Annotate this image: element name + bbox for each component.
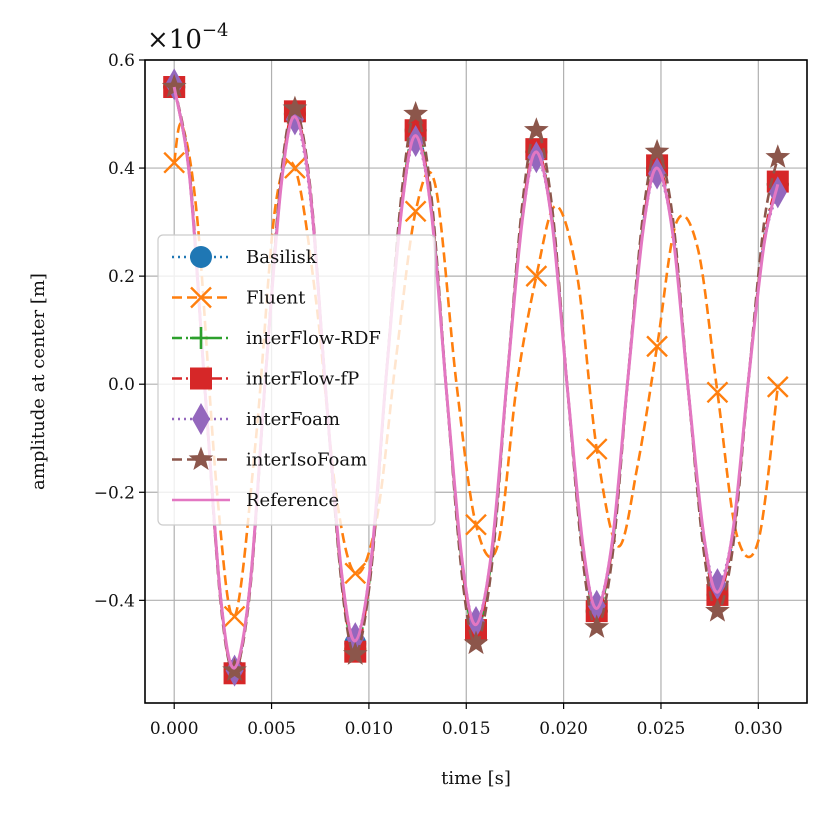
y-axis-ticks: −0.4 −0.2 0.0 0.2 0.4 0.6	[94, 51, 145, 611]
x-tick-label: 0.020	[539, 719, 588, 739]
y-axis-multiplier: ×10−4	[147, 20, 228, 55]
x-tick-label: 0.015	[442, 719, 491, 739]
legend-item: interFoam	[172, 403, 340, 435]
legend-label: interFlow-RDF	[246, 328, 381, 349]
legend-item: Fluent	[172, 286, 306, 309]
data-point	[706, 381, 729, 404]
y-tick-label: 0.4	[108, 159, 135, 179]
data-point	[161, 74, 187, 98]
legend-item: Reference	[172, 490, 339, 511]
y-multiplier-base: ×10	[147, 25, 202, 55]
legend-item: interFlow-RDF	[172, 327, 381, 349]
data-point	[282, 95, 308, 120]
legend-label: Fluent	[246, 288, 306, 309]
legend-item: interIsoFoam	[172, 446, 367, 471]
legend-label: Basilisk	[246, 247, 318, 268]
data-point	[765, 144, 791, 168]
data-point	[766, 376, 789, 398]
legend-marker	[188, 446, 214, 471]
data-point	[585, 438, 608, 460]
data-point	[524, 117, 549, 141]
data-point	[403, 101, 428, 125]
x-tick-label: 0.030	[734, 719, 783, 739]
legend-item: interFlow-fP	[172, 367, 359, 390]
plot-frame	[144, 59, 808, 704]
legend-label: interFoam	[246, 409, 340, 430]
legend: Basilisk Fluent interFlow-RDF interFlow-fP i…	[157, 234, 436, 526]
legend-marker	[192, 403, 210, 435]
x-tick-label: 0.010	[345, 719, 394, 739]
data-point	[465, 513, 487, 536]
x-axis-label: time [s]	[441, 768, 511, 789]
data-point	[708, 568, 727, 601]
data-point	[646, 335, 668, 358]
legend-marker	[190, 367, 212, 390]
data-point	[163, 151, 186, 174]
data-point	[404, 200, 427, 223]
x-tick-label: 0.000	[150, 719, 199, 739]
data-point	[344, 562, 367, 585]
y-tick-label: −0.2	[94, 483, 135, 503]
data-point	[525, 265, 548, 287]
y-tick-label: 0.0	[108, 375, 135, 395]
x-axis-ticks: 0.000 0.005 0.010 0.015 0.020 0.025 0.030	[150, 703, 783, 739]
legend-label: interIsoFoam	[246, 450, 367, 471]
data-point	[705, 598, 730, 622]
legend-marker	[190, 246, 212, 268]
data-point	[223, 605, 246, 628]
y-axis-label: amplitude at center [m]	[28, 273, 49, 490]
data-point	[463, 630, 489, 655]
legend-box	[157, 234, 436, 526]
legend-item: Basilisk	[172, 246, 318, 268]
legend-marker	[190, 327, 212, 349]
legend-label: interFlow-fP	[246, 369, 359, 390]
y-tick-label: −0.4	[94, 591, 135, 611]
data-point	[284, 157, 306, 179]
data-point	[584, 614, 610, 638]
y-multiplier-exponent: −4	[202, 20, 229, 41]
data-point	[648, 157, 667, 190]
x-tick-label: 0.005	[247, 719, 296, 739]
data-point	[342, 641, 368, 665]
y-tick-label: 0.6	[108, 51, 135, 71]
x-tick-label: 0.025	[637, 719, 686, 739]
y-tick-label: 0.2	[108, 267, 135, 287]
legend-marker	[190, 286, 212, 309]
data-point	[644, 138, 670, 163]
legend-label: Reference	[246, 490, 339, 511]
